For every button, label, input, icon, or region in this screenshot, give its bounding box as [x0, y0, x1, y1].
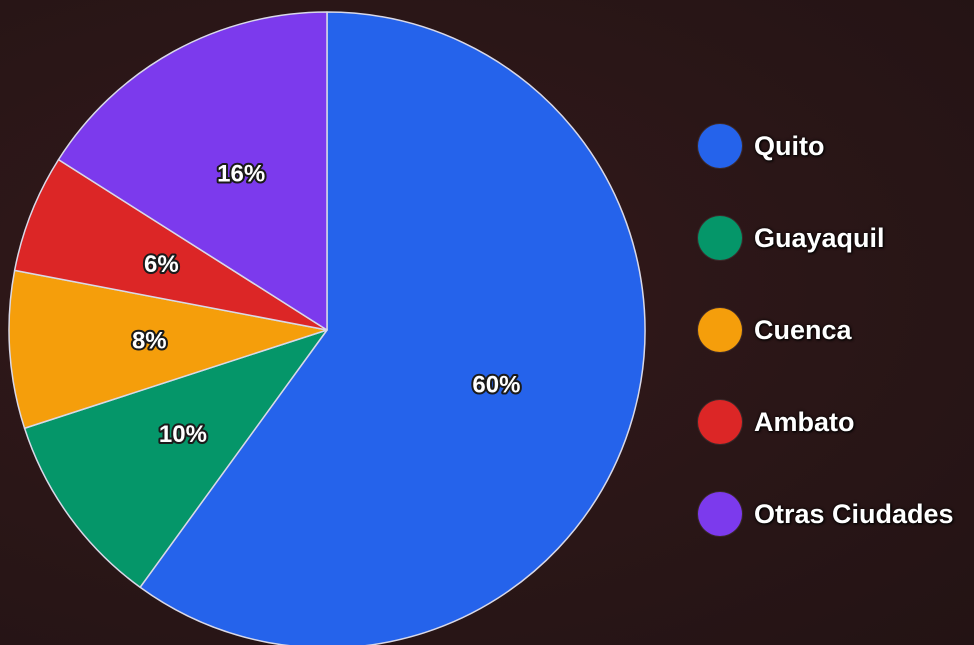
pie-slice-label: 10% [159, 421, 207, 448]
pie-slice-cuenca [8, 269, 328, 430]
legend-label: Guayaquil [754, 222, 885, 253]
legend-item-quito: Quito [698, 122, 974, 170]
pie-slice-label: 16% [217, 160, 265, 187]
pie-slice-quito [139, 11, 646, 645]
legend-item-otras-ciudades: Otras Ciudades [698, 490, 974, 538]
legend-swatch [698, 400, 742, 444]
legend-label: Cuenca [754, 314, 852, 345]
pie-slice-guayaquil [23, 329, 328, 589]
pie-slice-otras-ciudades [57, 11, 328, 331]
legend-item-ambato: Ambato [698, 398, 974, 446]
pie-slice-label: 6% [144, 251, 179, 278]
pie-slices [8, 11, 646, 645]
legend-swatch [698, 492, 742, 536]
pie-slice-labels: 60% 10% 8% 6% 16% [130, 158, 522, 450]
legend-label: Ambato [754, 406, 855, 437]
pie-slice-label: 60% [472, 372, 520, 399]
legend-label: Otras Ciudades [754, 498, 954, 529]
legend-item-guayaquil: Guayaquil [698, 214, 974, 262]
legend-swatch [698, 124, 742, 168]
pie-slice-ambato [13, 158, 328, 331]
pie-slice-label: 8% [132, 328, 167, 355]
legend-swatch [698, 216, 742, 260]
legend-item-cuenca: Cuenca [698, 306, 974, 354]
chart-legend: Quito Guayaquil Cuenca Ambato Otras Ciud… [698, 122, 974, 582]
legend-label: Quito [754, 130, 825, 161]
legend-swatch [698, 308, 742, 352]
